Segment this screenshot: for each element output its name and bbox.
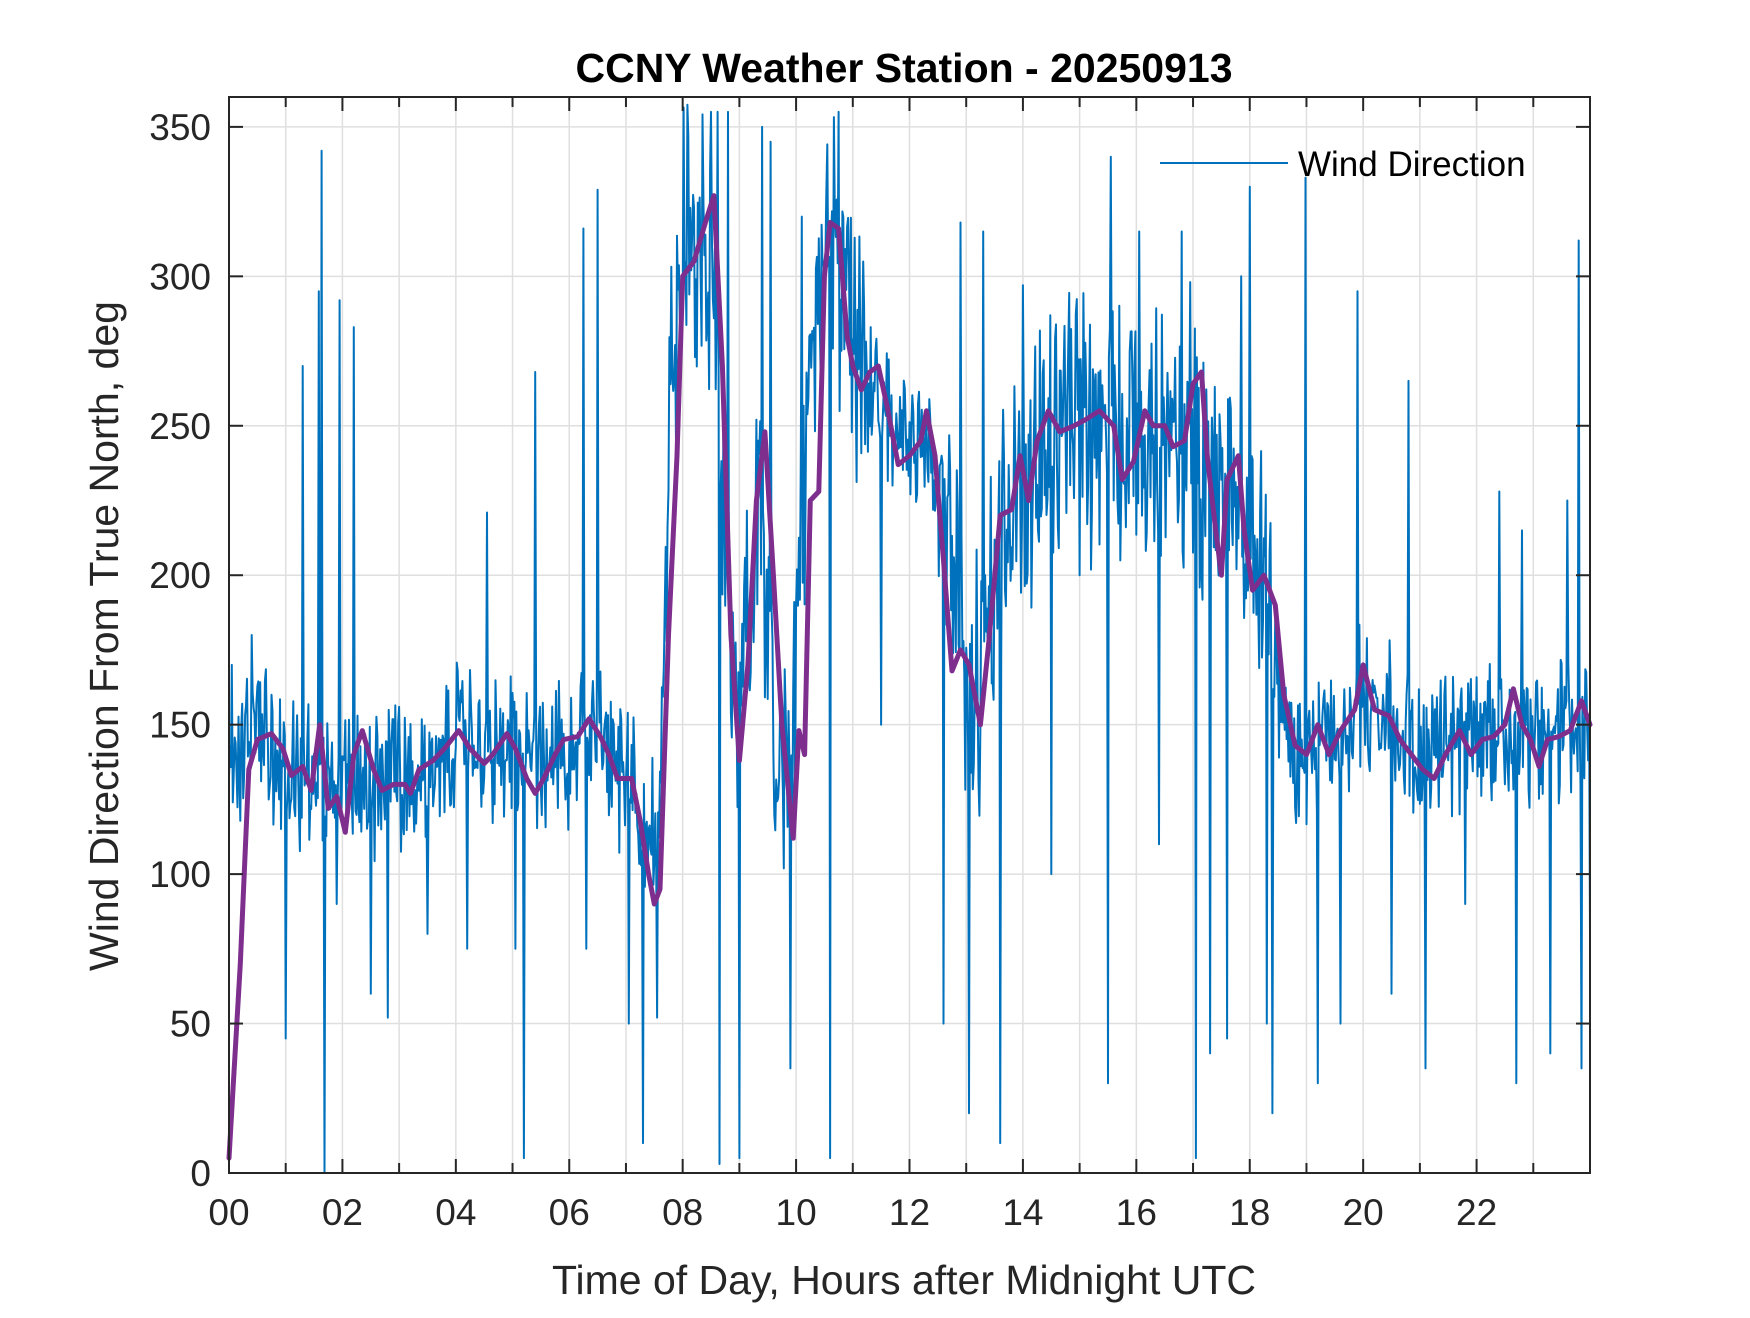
y-tick-label: 300 xyxy=(149,256,211,297)
x-tick-label: 12 xyxy=(889,1192,930,1233)
y-tick-label: 50 xyxy=(170,1004,211,1045)
y-tick-label: 100 xyxy=(149,854,211,895)
x-tick-label: 18 xyxy=(1229,1192,1270,1233)
series-line-wind-direction-smoothed xyxy=(226,193,1593,1161)
y-tick-label: 0 xyxy=(190,1153,211,1194)
x-tick-label: 08 xyxy=(662,1192,703,1233)
y-tick-labels: 0 50 100 150 200 250 300 350 xyxy=(149,107,211,1194)
x-axis-label: Time of Day, Hours after Midnight UTC xyxy=(552,1257,1256,1303)
y-tick-label: 200 xyxy=(149,555,211,596)
x-tick-label: 02 xyxy=(322,1192,363,1233)
x-tick-label: 16 xyxy=(1116,1192,1157,1233)
legend: Wind Direction xyxy=(1160,145,1526,184)
x-tick-label: 10 xyxy=(776,1192,817,1233)
y-tick-label: 250 xyxy=(149,406,211,447)
x-tick-label: 06 xyxy=(549,1192,590,1233)
chart-title: CCNY Weather Station - 20250913 xyxy=(575,45,1232,91)
x-tick-label: 00 xyxy=(208,1192,249,1233)
axis-ticks xyxy=(229,97,1590,1174)
data-layer xyxy=(226,103,1593,1174)
y-tick-label: 150 xyxy=(149,705,211,746)
y-axis-label: Wind Direction From True North, deg xyxy=(81,301,127,971)
y-tick-label: 350 xyxy=(149,107,211,148)
legend-entry-wind-direction: Wind Direction xyxy=(1298,145,1526,184)
x-tick-labels: 00 02 04 06 08 10 12 14 16 18 20 22 xyxy=(208,1192,1497,1233)
x-tick-label: 22 xyxy=(1456,1192,1497,1233)
x-tick-label: 04 xyxy=(435,1192,476,1233)
x-tick-label: 20 xyxy=(1343,1192,1384,1233)
x-tick-label: 14 xyxy=(1002,1192,1043,1233)
